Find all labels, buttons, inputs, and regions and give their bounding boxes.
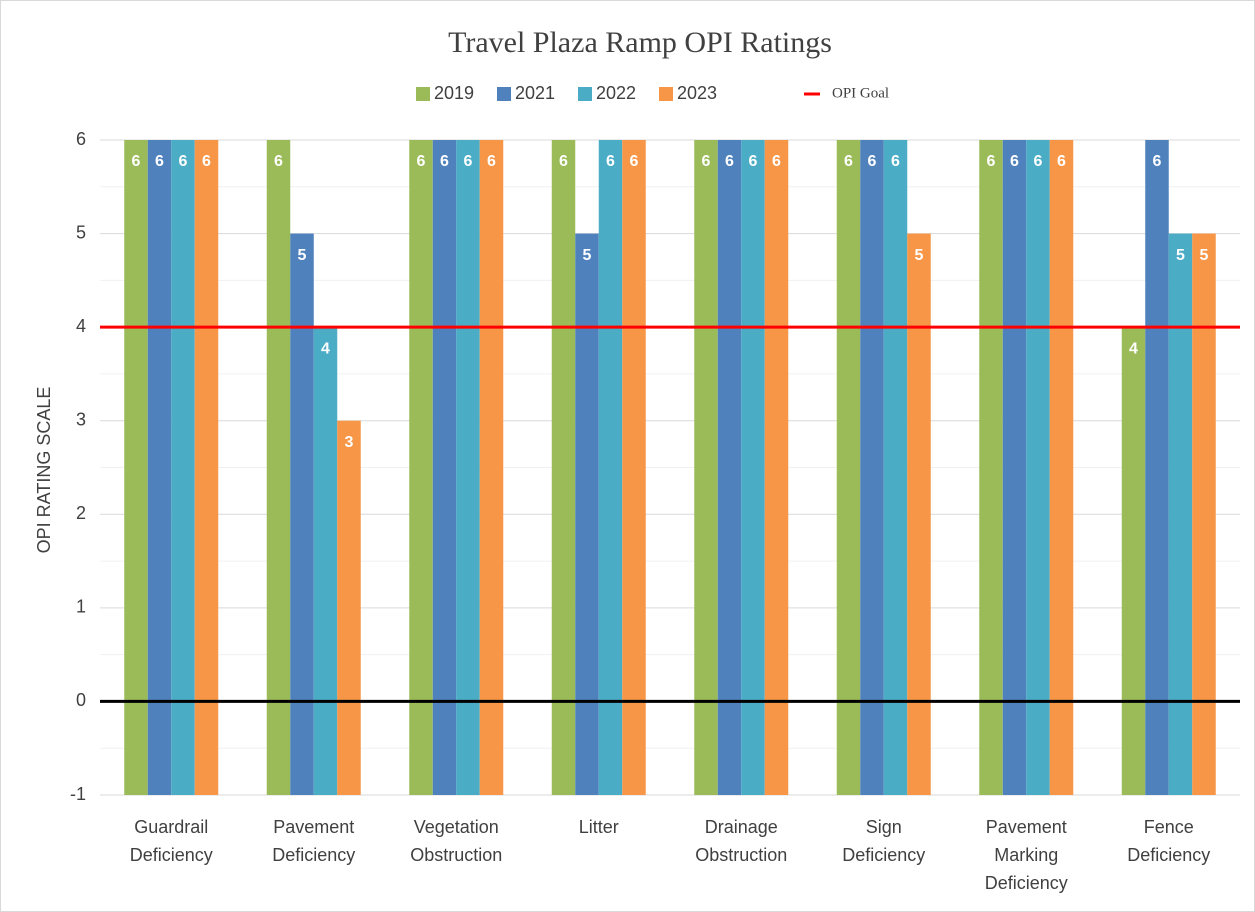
bar (575, 233, 599, 796)
data-label: 6 (487, 153, 496, 170)
data-label: 6 (987, 153, 996, 170)
x-tick-label: Drainage Obstruction (695, 817, 788, 865)
x-tick-label: Fence Deficiency (1127, 817, 1211, 865)
y-tick-label: 2 (76, 503, 86, 523)
bar (907, 233, 931, 796)
legend-swatch (416, 87, 430, 101)
data-label: 6 (132, 153, 141, 170)
y-tick-label: 6 (76, 129, 86, 149)
legend-swatch (578, 87, 592, 101)
bar (409, 140, 433, 795)
data-label: 6 (155, 153, 164, 170)
legend-label: 2022 (596, 83, 636, 103)
data-label: 6 (464, 153, 473, 170)
bar (1121, 327, 1146, 795)
data-label: 4 (1129, 340, 1138, 357)
bar (860, 140, 884, 795)
bar (266, 140, 291, 795)
data-label: 6 (891, 153, 900, 170)
bar (432, 140, 457, 795)
legend-label: 2023 (677, 83, 717, 103)
bar (694, 140, 718, 795)
data-label: 6 (1057, 153, 1066, 170)
bar (171, 140, 195, 795)
legend-label: 2019 (434, 83, 474, 103)
data-label: 5 (1200, 247, 1209, 264)
y-tick-label: 5 (76, 222, 86, 242)
y-axis-label: OPI RATING SCALE (34, 387, 54, 554)
bar (194, 140, 219, 795)
bar (1168, 233, 1193, 796)
data-label: 6 (868, 153, 877, 170)
y-tick-label: 3 (76, 409, 86, 429)
data-label: 6 (749, 153, 758, 170)
bar (622, 140, 646, 795)
data-label: 5 (915, 247, 924, 264)
data-label: 6 (202, 153, 211, 170)
data-label: 6 (559, 153, 568, 170)
data-label: 6 (844, 153, 853, 170)
data-label: 6 (606, 153, 615, 170)
bar (883, 140, 908, 795)
data-label: 6 (630, 153, 639, 170)
x-tick-label: Sign Deficiency (842, 817, 926, 865)
x-tick-label: Pavement Marking Deficiency (984, 817, 1068, 893)
bar (979, 140, 1003, 795)
data-label: 6 (179, 153, 188, 170)
bar (1002, 140, 1027, 795)
bar (290, 233, 314, 796)
y-tick-label: 4 (76, 316, 86, 336)
y-tick-label: -1 (70, 784, 86, 804)
bar (1145, 140, 1169, 795)
bar (764, 140, 789, 795)
legend-swatch (497, 87, 511, 101)
x-tick-label: Litter (578, 817, 619, 837)
legend-label: 2021 (515, 83, 555, 103)
data-label: 6 (1010, 153, 1019, 170)
bar (1192, 233, 1216, 796)
chart-title: Travel Plaza Ramp OPI Ratings (448, 26, 832, 59)
x-tick-label: Guardrail Deficiency (129, 817, 213, 865)
data-label: 6 (274, 153, 283, 170)
data-label: 6 (702, 153, 711, 170)
bar (479, 140, 504, 795)
data-label: 4 (321, 340, 330, 357)
y-tick-label: 0 (76, 690, 86, 710)
bar (337, 420, 361, 795)
x-tick-label: Vegetation Obstruction (410, 817, 503, 865)
data-label: 6 (1034, 153, 1043, 170)
bar (124, 140, 148, 795)
bar (313, 327, 338, 795)
x-tick-label: Pavement Deficiency (272, 817, 356, 865)
legend-swatch (659, 87, 673, 101)
legend-label: OPI Goal (832, 85, 889, 101)
data-label: 5 (583, 247, 592, 264)
data-label: 6 (417, 153, 426, 170)
data-label: 5 (1176, 247, 1185, 264)
data-label: 6 (772, 153, 781, 170)
bar (147, 140, 172, 795)
data-label: 6 (440, 153, 449, 170)
data-label: 6 (725, 153, 734, 170)
bar (456, 140, 480, 795)
data-label: 3 (345, 434, 354, 451)
bar (598, 140, 623, 795)
bar (551, 140, 576, 795)
bar (741, 140, 765, 795)
data-label: 5 (298, 247, 307, 264)
bar (1026, 140, 1050, 795)
data-label: 6 (1153, 153, 1162, 170)
bar (717, 140, 742, 795)
bar (1049, 140, 1074, 795)
bar (836, 140, 861, 795)
y-tick-label: 1 (76, 597, 86, 617)
